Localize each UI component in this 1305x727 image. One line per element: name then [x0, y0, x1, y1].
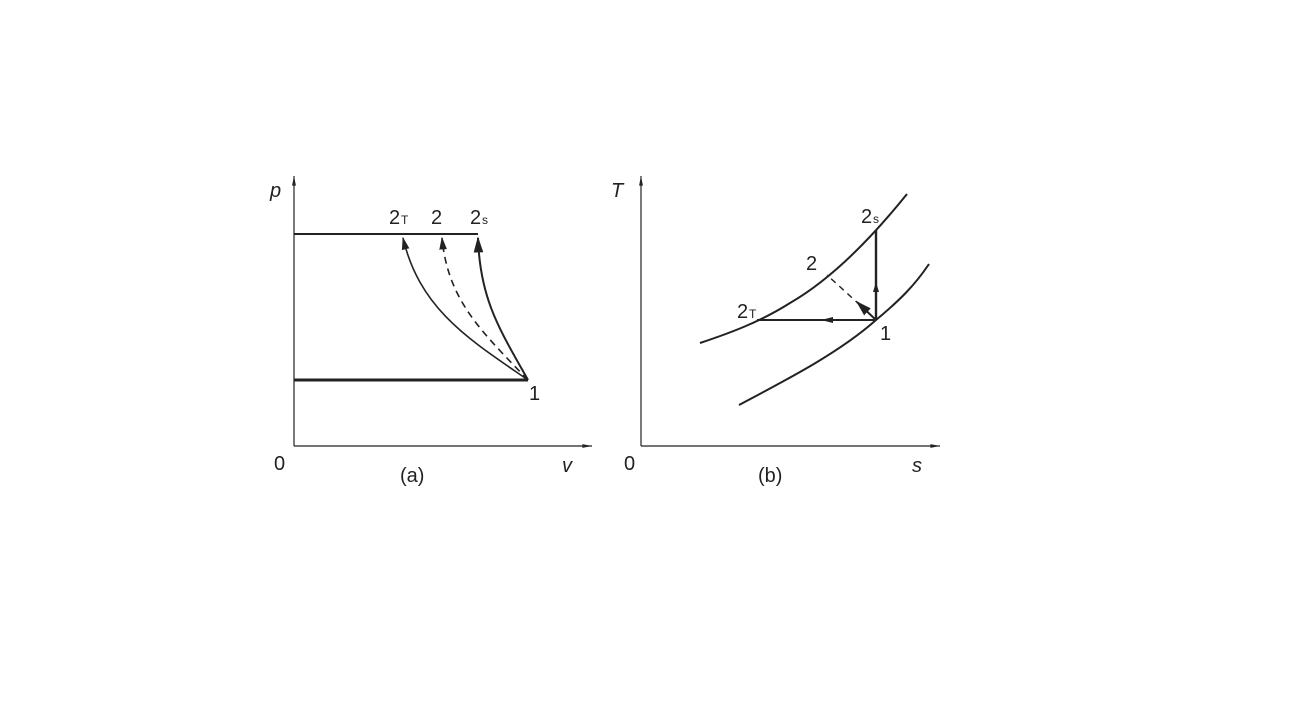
isothermal-process-curve: [401, 236, 529, 381]
pv-diagram: p v 0 (a) 1 2 2 T 2 s: [269, 176, 592, 487]
point-2T-subscript: T: [401, 213, 409, 227]
origin-label: 0: [624, 453, 635, 475]
point-2T-subscript: T: [749, 307, 757, 321]
caption-a: (a): [400, 465, 424, 487]
polytropic-arrow: [855, 300, 877, 321]
point-2-label: 2: [431, 207, 442, 229]
polytropic-process-curve: [439, 236, 529, 381]
point-2T-label: 2: [737, 301, 748, 323]
point-1-label: 1: [880, 323, 891, 345]
point-2s-label: 2: [470, 207, 481, 229]
point-2T-label: 2: [389, 207, 400, 229]
high-pressure-isobar-curve: [699, 193, 908, 344]
s-axis-label: s: [912, 455, 922, 477]
point-2s-subscript: s: [873, 212, 879, 226]
point-2s-subscript: s: [482, 213, 488, 227]
point-1-label: 1: [529, 383, 540, 405]
p-axis-label: p: [269, 180, 281, 202]
point-2-label: 2: [806, 253, 817, 275]
origin-label: 0: [274, 453, 285, 475]
caption-b: (b): [758, 465, 782, 487]
point-2s-label: 2: [861, 206, 872, 228]
ts-diagram: T s 0 (b) 1 2 2 T 2 s: [611, 176, 940, 487]
isentropic-arrow: [873, 282, 879, 292]
isothermal-arrow: [821, 317, 833, 323]
isentropic-process-curve: [473, 236, 529, 381]
low-pressure-isobar-curve: [738, 263, 930, 406]
v-axis-label: v: [562, 455, 573, 477]
polytropic-process-line: [826, 274, 861, 306]
T-axis-label: T: [611, 180, 625, 202]
